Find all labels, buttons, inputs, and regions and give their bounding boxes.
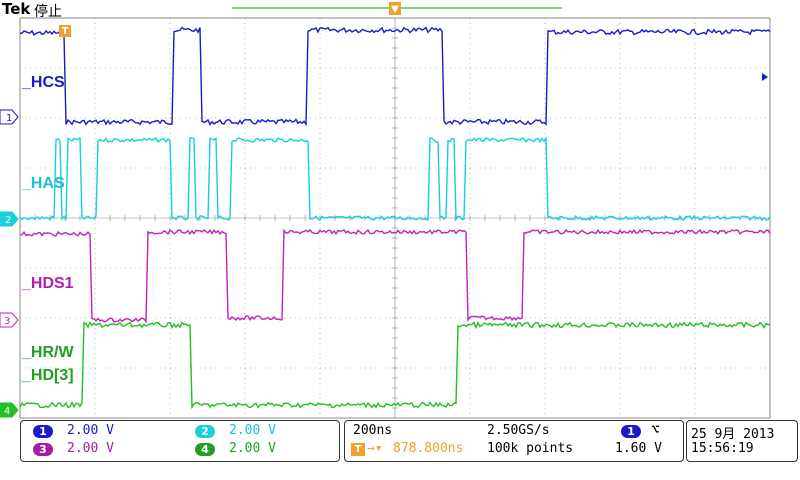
ch3-trace-hds1	[19, 228, 771, 324]
ch1-trace-hcs	[19, 26, 771, 127]
ch2-scale: 2.00 V	[229, 423, 276, 438]
svg-text:▼: ▼	[391, 4, 399, 15]
ch2-ground-marker[interactable]: 2	[0, 211, 19, 227]
trigger-offset-icon: T	[351, 443, 365, 456]
center-time-marker[interactable]: ▼	[389, 2, 401, 15]
datetime-panel: 25 9月 2013 15:56:19	[686, 420, 798, 462]
ch4-ground-marker[interactable]: 4	[0, 402, 19, 418]
svg-text:4: 4	[4, 406, 10, 417]
falling-edge-icon: ⌥	[651, 422, 660, 438]
trigger-source-badge: 1	[621, 425, 641, 438]
svg-text:2: 2	[5, 215, 11, 226]
trigger-level-icon	[762, 73, 768, 81]
time: 15:56:19	[691, 441, 754, 456]
ch4-trace-hrw	[19, 321, 771, 410]
ch4-badge: 4	[195, 443, 215, 456]
svg-text:3: 3	[4, 316, 10, 327]
sample-rate: 2.50GS/s	[487, 423, 550, 438]
ch3-ground-marker[interactable]: 3	[0, 312, 19, 328]
ch4-scale: 2.00 V	[229, 441, 276, 456]
label-hd3: _HD[3]	[21, 367, 74, 384]
timebase-panel[interactable]: 200ns 2.50GS/s T →▾ 878.800ns 100k point…	[344, 420, 684, 462]
ch1-scale: 2.00 V	[67, 423, 114, 438]
label-hds1: _HDS1	[21, 275, 74, 292]
ch2-trace-has	[19, 136, 771, 222]
trigger-position-marker[interactable]: T	[59, 25, 71, 37]
traces	[19, 26, 771, 410]
date: 25 9月 2013	[691, 427, 775, 442]
record-length: 100k points	[487, 441, 574, 456]
ch2-badge: 2	[195, 425, 215, 438]
ch3-scale: 2.00 V	[67, 441, 114, 456]
trigger-offset-arrow: →▾	[367, 441, 383, 456]
svg-text:T: T	[62, 26, 69, 37]
acquisition-status: 停止	[34, 4, 62, 20]
ch3-badge: 3	[33, 443, 53, 456]
trigger-position: 878.800ns	[393, 441, 464, 456]
label-hrw: _HR/W	[21, 344, 74, 361]
ch1-badge: 1	[33, 425, 53, 438]
trigger-level: 1.60 V	[615, 441, 662, 456]
svg-text:1: 1	[6, 113, 12, 124]
brand-logo: Tek	[2, 0, 31, 18]
channel-scale-panel[interactable]: 1 2.00 V 2 2.00 V 3 2.00 V 4 2.00 V	[20, 420, 340, 462]
ch1-ground-marker[interactable]: 1	[0, 109, 19, 125]
label-hcs: _HCS	[21, 74, 65, 91]
waveform-display[interactable]: T ▼ 1 2 3 4 _HCS _HAS _HDS1 _HR/W _HD[3]	[0, 0, 800, 420]
time-per-div: 200ns	[353, 423, 393, 438]
label-has: _HAS	[21, 175, 65, 192]
